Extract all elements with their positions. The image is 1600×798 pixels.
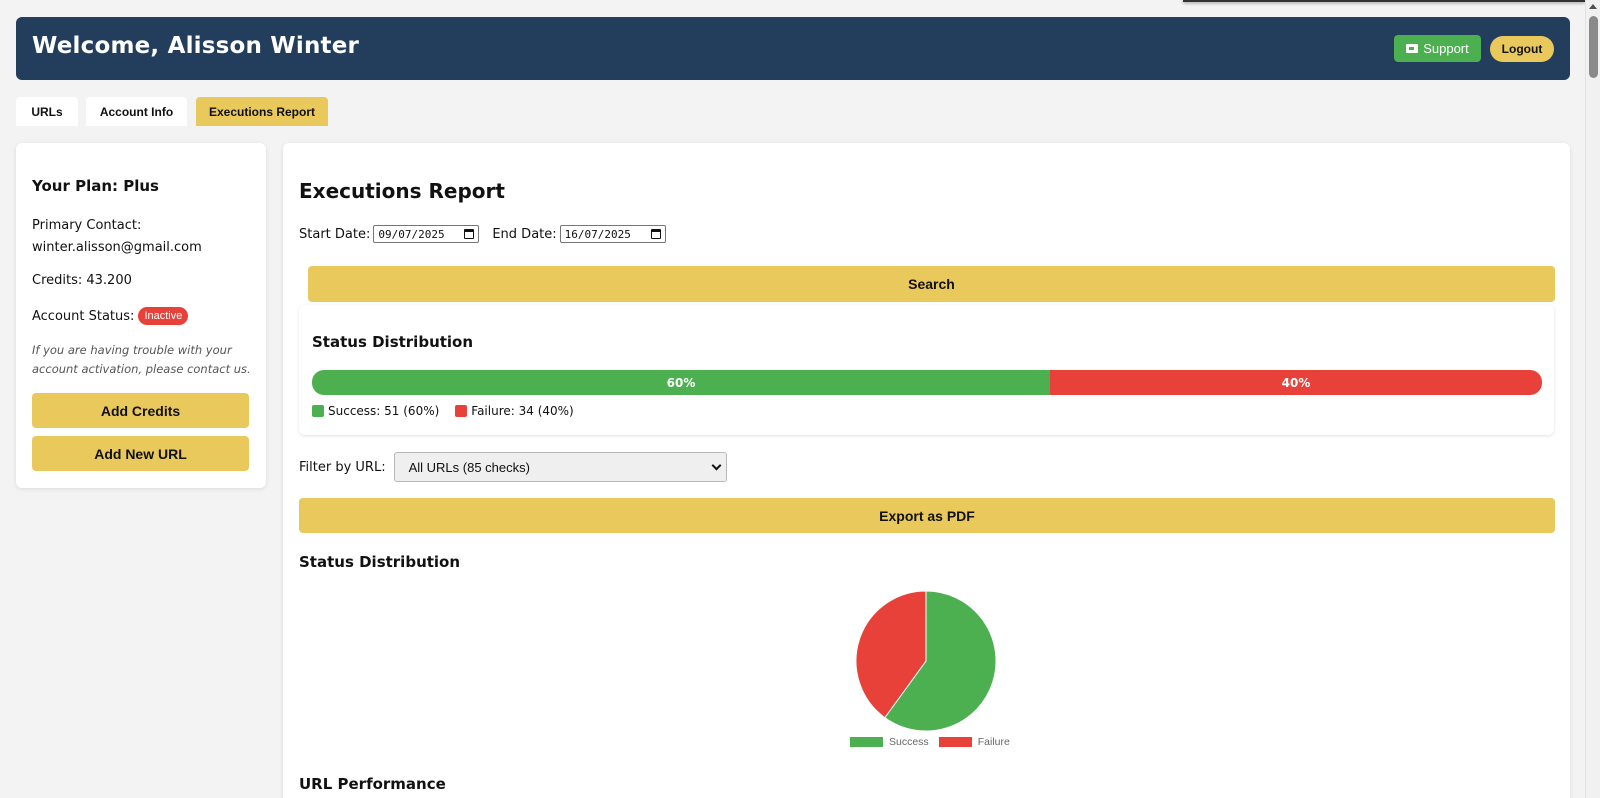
url-filter-select[interactable]: All URLs (85 checks) xyxy=(393,452,727,482)
status-distribution-card: Status Distribution 60% 40% Success: 51 … xyxy=(299,305,1554,435)
pie-slice-success[interactable] xyxy=(884,591,996,731)
pie-slice-failure[interactable] xyxy=(856,591,927,719)
tab-executions-report[interactable]: Executions Report xyxy=(196,97,328,126)
app-header: Welcome, Alisson Winter Support Logout xyxy=(16,17,1570,80)
legend-success: Success: 51 (60%) xyxy=(312,404,439,418)
distribution-legend: Success: 51 (60%) Failure: 34 (40%) xyxy=(312,404,574,418)
primary-contact: Primary Contact: winter.alisson@gmail.co… xyxy=(32,215,202,259)
contact-label: Primary Contact: xyxy=(32,218,142,233)
pie-legend-success[interactable]: Success xyxy=(850,736,929,748)
search-button[interactable]: Search xyxy=(308,266,1555,302)
distribution-title: Status Distribution xyxy=(312,333,474,351)
pie-legend-swatch xyxy=(938,737,972,747)
contact-email: winter.alisson@gmail.com xyxy=(32,240,202,255)
filter-selected-value: All URLs (85 checks) xyxy=(408,459,530,475)
start-date-label: Start Date: xyxy=(299,226,371,242)
add-new-url-button[interactable]: Add New URL xyxy=(32,436,249,471)
executions-report-panel: Executions Report Start Date: 09/07/2025… xyxy=(283,143,1570,798)
failure-segment: 40% xyxy=(1050,370,1542,395)
pie-legend-label: Failure xyxy=(977,736,1010,748)
failure-legend-text: Failure: 34 (40%) xyxy=(471,404,574,418)
pie-legend: Success Failure xyxy=(850,736,1010,748)
start-date-input[interactable]: 09/07/2025 xyxy=(373,225,480,243)
end-date-label: End Date: xyxy=(492,226,557,242)
success-swatch xyxy=(312,405,324,417)
page-title: Executions Report xyxy=(299,179,505,203)
tab-account-info[interactable]: Account Info xyxy=(86,97,187,126)
welcome-title: Welcome, Alisson Winter xyxy=(32,33,360,59)
start-date-value: 09/07/2025 xyxy=(378,227,445,241)
pie-legend-failure[interactable]: Failure xyxy=(938,736,1010,748)
status-label: Account Status: xyxy=(32,308,135,324)
date-range: Start Date: 09/07/2025 End Date: 16/07/2… xyxy=(299,225,666,243)
success-segment: 60% xyxy=(312,370,1050,395)
account-sidebar: Your Plan: Plus Primary Contact: winter.… xyxy=(16,143,266,488)
plan-label: Your Plan: Plus xyxy=(32,177,159,195)
export-pdf-button[interactable]: Export as PDF xyxy=(299,498,1555,533)
pie-legend-swatch xyxy=(850,737,883,747)
logout-button[interactable]: Logout xyxy=(1490,36,1554,62)
status-badge: Inactive xyxy=(138,307,189,325)
add-credits-button[interactable]: Add Credits xyxy=(32,393,249,428)
window-edge xyxy=(1183,0,1585,2)
end-date-input[interactable]: 16/07/2025 xyxy=(559,225,666,243)
scroll-up-arrow-icon[interactable] xyxy=(1589,4,1597,9)
credits-value: Credits: 43.200 xyxy=(32,273,132,288)
failure-swatch xyxy=(455,405,468,417)
success-legend-text: Success: 51 (60%) xyxy=(328,404,440,418)
support-label: Support xyxy=(1423,41,1469,56)
legend-failure: Failure: 34 (40%) xyxy=(455,404,574,418)
account-status: Account Status: Inactive xyxy=(32,307,189,325)
support-button[interactable]: Support xyxy=(1394,35,1481,62)
status-progress-bar: 60% 40% xyxy=(312,370,1542,395)
activation-note: If you are having trouble with your acco… xyxy=(32,343,251,376)
end-date-value: 16/07/2025 xyxy=(564,227,631,241)
calendar-icon[interactable] xyxy=(464,229,475,239)
pie-chart-title: Status Distribution xyxy=(299,553,461,571)
calendar-icon[interactable] xyxy=(650,229,661,239)
id-card-icon xyxy=(1406,44,1419,53)
chevron-down-icon xyxy=(711,460,722,470)
pie-legend-label: Success xyxy=(889,736,929,748)
scrollbar-thumb[interactable] xyxy=(1589,16,1598,78)
tab-urls[interactable]: URLs xyxy=(16,97,78,126)
status-pie-chart xyxy=(856,591,996,731)
url-filter: Filter by URL: All URLs (85 checks) xyxy=(299,452,727,482)
url-performance-title: URL Performance xyxy=(299,775,446,793)
page-scrollbar[interactable] xyxy=(1585,0,1600,798)
filter-label: Filter by URL: xyxy=(299,459,386,475)
